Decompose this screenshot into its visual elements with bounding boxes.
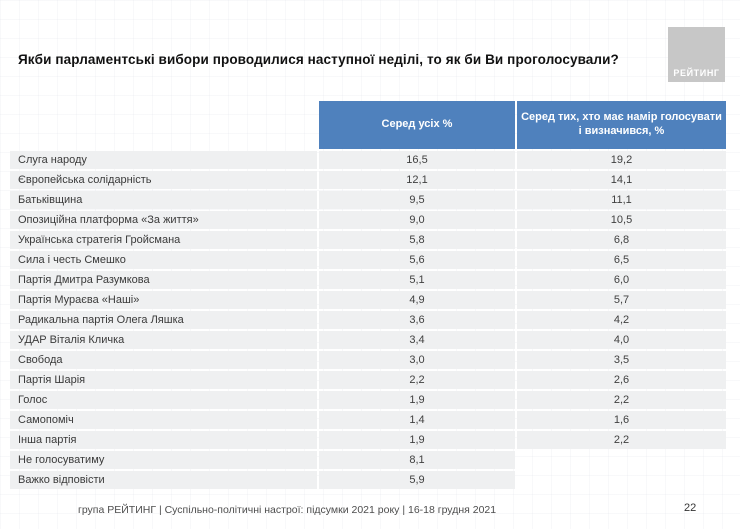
table-row: Голос 1,9 2,2: [10, 391, 726, 409]
table-row: Важко відповісти 5,9: [10, 471, 726, 489]
party-label: Не голосуватиму: [10, 451, 317, 469]
table-row: Опозиційна платформа «За життя» 9,0 10,5: [10, 211, 726, 229]
party-label: Українська стратегія Гройсмана: [10, 231, 317, 249]
value-among-decided: 4,2: [517, 311, 726, 329]
party-label: Партія Мураєва «Наші»: [10, 291, 317, 309]
value-among-decided: 4,0: [517, 331, 726, 349]
value-among-all: 2,2: [319, 371, 515, 389]
value-among-decided: [517, 451, 726, 469]
value-among-decided: 2,6: [517, 371, 726, 389]
table-row: Європейська солідарність 12,1 14,1: [10, 171, 726, 189]
rating-logo-label: РЕЙТИНГ: [673, 68, 720, 78]
column-header-among-decided: Серед тих, хто має намір голосувати і ви…: [517, 101, 726, 149]
value-among-decided: 11,1: [517, 191, 726, 209]
party-label: Батьківщина: [10, 191, 317, 209]
table-row: Партія Мураєва «Наші» 4,9 5,7: [10, 291, 726, 309]
table-row: Не голосуватиму 8,1: [10, 451, 726, 469]
table-row: Самопоміч 1,4 1,6: [10, 411, 726, 429]
value-among-all: 3,6: [319, 311, 515, 329]
value-among-decided: 5,7: [517, 291, 726, 309]
footer-source-line: група РЕЙТИНГ | Суспільно-політичні наст…: [78, 504, 497, 516]
party-label: Партія Шарія: [10, 371, 317, 389]
party-label: УДАР Віталія Кличка: [10, 331, 317, 349]
value-among-all: 8,1: [319, 451, 515, 469]
poll-results-table: Серед усіх % Серед тих, хто має намір го…: [10, 101, 726, 491]
table-row: Свобода 3,0 3,5: [10, 351, 726, 369]
column-header-among-all: Серед усіх %: [319, 101, 515, 149]
value-among-decided: 6,5: [517, 251, 726, 269]
value-among-all: 3,4: [319, 331, 515, 349]
value-among-decided: 2,2: [517, 431, 726, 449]
party-label: Інша партія: [10, 431, 317, 449]
value-among-all: 16,5: [319, 151, 515, 169]
table-body: Слуга народу 16,5 19,2 Європейська солід…: [10, 151, 726, 489]
value-among-decided: 6,8: [517, 231, 726, 249]
value-among-decided: [517, 471, 726, 489]
party-label: Важко відповісти: [10, 471, 317, 489]
value-among-decided: 6,0: [517, 271, 726, 289]
value-among-decided: 14,1: [517, 171, 726, 189]
party-label: Європейська солідарність: [10, 171, 317, 189]
value-among-all: 5,1: [319, 271, 515, 289]
table-row: Українська стратегія Гройсмана 5,8 6,8: [10, 231, 726, 249]
party-label: Партія Дмитра Разумкова: [10, 271, 317, 289]
value-among-all: 1,4: [319, 411, 515, 429]
table-row: Інша партія 1,9 2,2: [10, 431, 726, 449]
value-among-all: 3,0: [319, 351, 515, 369]
value-among-decided: 2,2: [517, 391, 726, 409]
party-label: Голос: [10, 391, 317, 409]
value-among-all: 1,9: [319, 391, 515, 409]
value-among-all: 12,1: [319, 171, 515, 189]
table-row: Радикальна партія Олега Ляшка 3,6 4,2: [10, 311, 726, 329]
value-among-all: 9,5: [319, 191, 515, 209]
party-label: Слуга народу: [10, 151, 317, 169]
value-among-all: 4,9: [319, 291, 515, 309]
value-among-all: 1,9: [319, 431, 515, 449]
page-number: 22: [684, 502, 697, 514]
party-label: Радикальна партія Олега Ляшка: [10, 311, 317, 329]
party-label: Опозиційна платформа «За життя»: [10, 211, 317, 229]
value-among-all: 5,6: [319, 251, 515, 269]
value-among-decided: 1,6: [517, 411, 726, 429]
table-row: Слуга народу 16,5 19,2: [10, 151, 726, 169]
table-row: Сила і честь Смешко 5,6 6,5: [10, 251, 726, 269]
slide-title: Якби парламентські вибори проводилися на…: [18, 52, 619, 67]
table-row: УДАР Віталія Кличка 3,4 4,0: [10, 331, 726, 349]
value-among-all: 5,9: [319, 471, 515, 489]
header-spacer: [10, 101, 317, 149]
rating-group-logo: РЕЙТИНГ: [668, 27, 725, 82]
table-row: Партія Шарія 2,2 2,6: [10, 371, 726, 389]
party-label: Самопоміч: [10, 411, 317, 429]
value-among-decided: 3,5: [517, 351, 726, 369]
value-among-decided: 19,2: [517, 151, 726, 169]
table-row: Партія Дмитра Разумкова 5,1 6,0: [10, 271, 726, 289]
table-header-row: Серед усіх % Серед тих, хто має намір го…: [10, 101, 726, 149]
table-row: Батьківщина 9,5 11,1: [10, 191, 726, 209]
party-label: Сила і честь Смешко: [10, 251, 317, 269]
value-among-all: 5,8: [319, 231, 515, 249]
party-label: Свобода: [10, 351, 317, 369]
value-among-decided: 10,5: [517, 211, 726, 229]
value-among-all: 9,0: [319, 211, 515, 229]
